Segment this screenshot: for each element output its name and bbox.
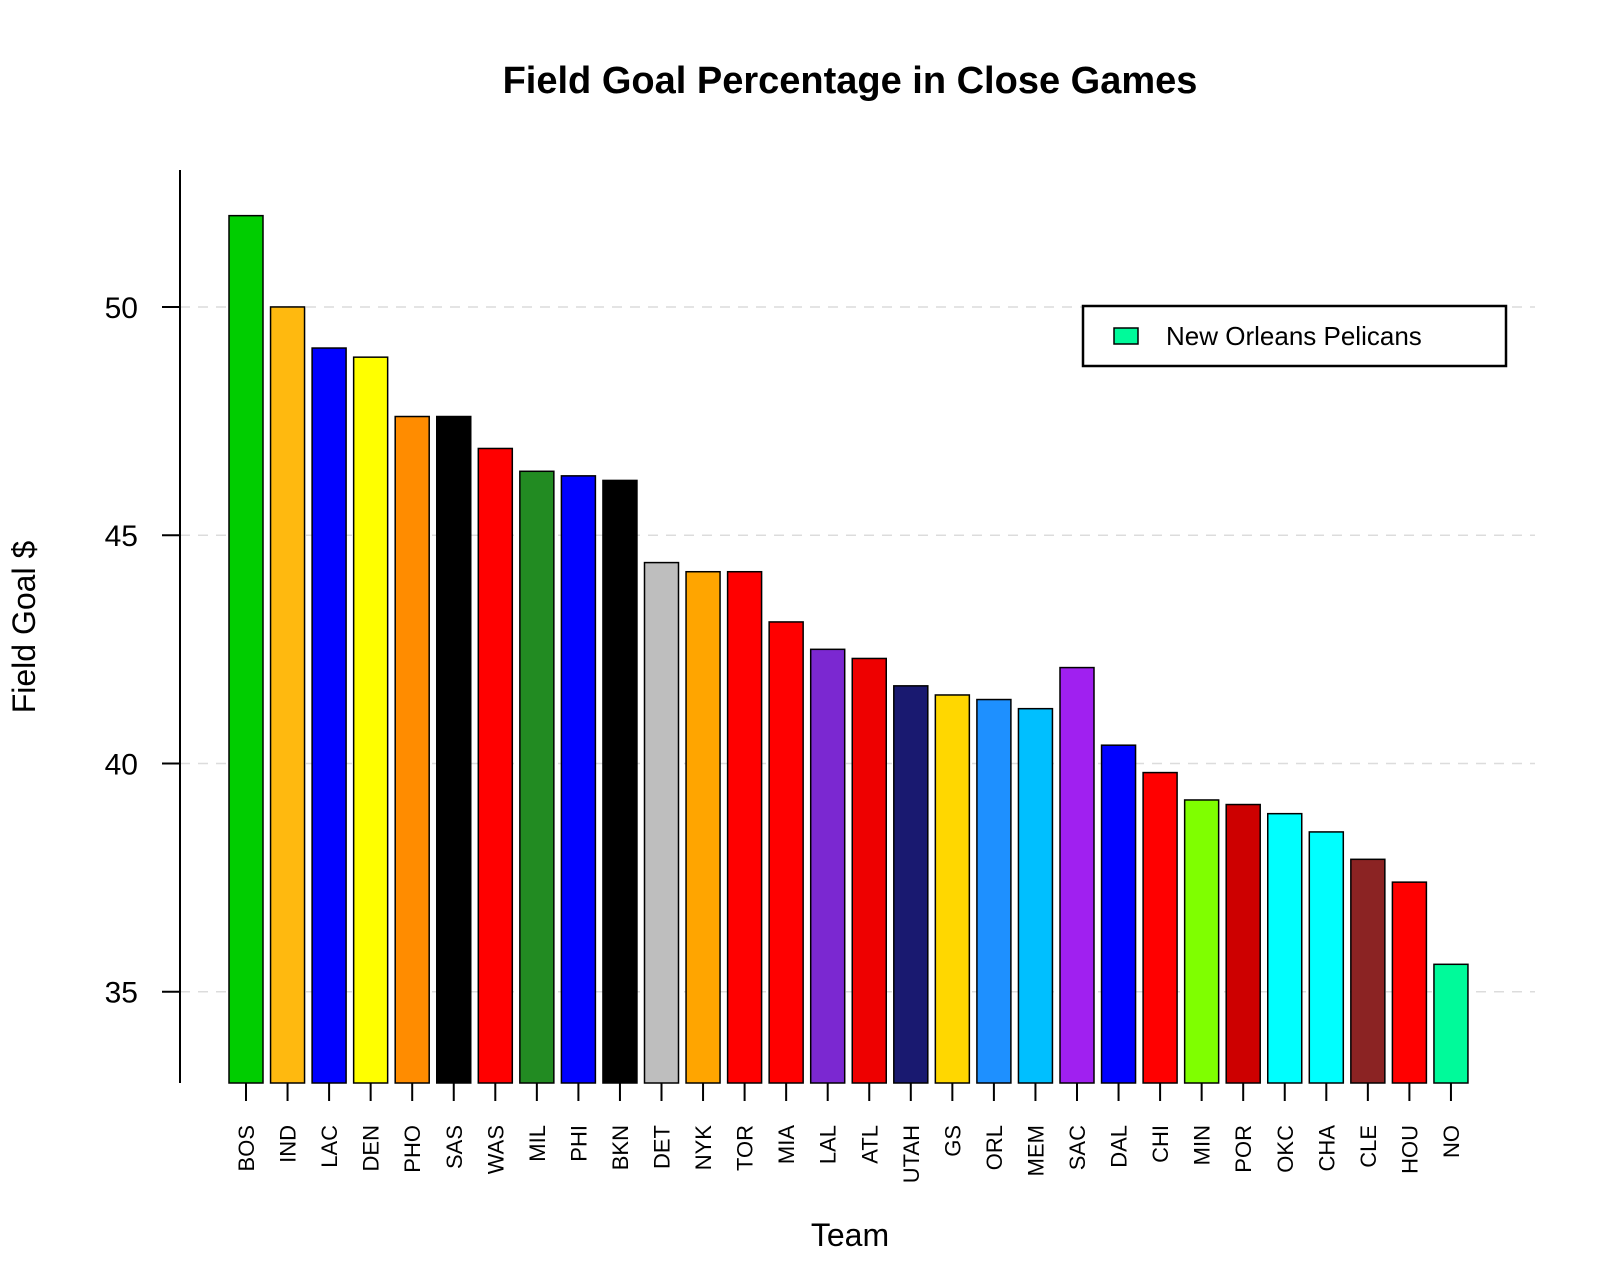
bar-atl — [851, 657, 887, 1084]
bar-bkn — [602, 479, 638, 1084]
bar-was — [477, 447, 514, 1084]
bar-pho — [394, 415, 430, 1084]
x-tick-label: ORL — [982, 1125, 1007, 1170]
x-tick-label: DET — [650, 1125, 675, 1169]
bar-cha — [1308, 831, 1345, 1084]
x-tick-label: PHO — [400, 1125, 425, 1173]
x-tick-label: LAC — [317, 1125, 342, 1168]
bar-lac — [311, 347, 347, 1084]
x-tick-label: NYK — [691, 1125, 716, 1171]
x-tick-label: WAS — [483, 1125, 508, 1174]
x-tick-label: MEM — [1023, 1125, 1048, 1176]
bar-det — [643, 561, 680, 1084]
bar-nyk — [685, 570, 721, 1084]
legend-swatch — [1113, 327, 1139, 345]
legend-label: New Orleans Pelicans — [1166, 321, 1422, 351]
y-tick-label: 40 — [105, 748, 138, 781]
bar-ind — [269, 306, 306, 1084]
y-tick-label: 35 — [105, 977, 138, 1010]
x-tick-label: PHI — [566, 1125, 591, 1162]
x-tick-label: MIA — [774, 1125, 799, 1164]
x-tick-label: NO — [1439, 1125, 1464, 1158]
y-tick-label: 45 — [105, 520, 138, 553]
x-tick-label: POR — [1231, 1125, 1256, 1173]
chart-title: Field Goal Percentage in Close Games — [503, 60, 1198, 102]
bar-okc — [1267, 812, 1303, 1084]
y-axis-label: Field Goal $ — [6, 541, 42, 714]
x-tick-label: MIL — [525, 1125, 550, 1162]
bar-hou — [1391, 881, 1428, 1084]
x-tick-label: BKN — [608, 1125, 633, 1170]
x-axis-label: Team — [811, 1217, 889, 1253]
bar-mia — [768, 621, 804, 1084]
x-tick-label: OKC — [1273, 1125, 1298, 1173]
bar-sac — [1059, 666, 1095, 1084]
x-tick-label: MIN — [1190, 1125, 1215, 1165]
x-tick-label: GS — [940, 1125, 965, 1157]
bar-den — [352, 356, 389, 1084]
x-tick-label: CHI — [1148, 1125, 1173, 1163]
x-tick-label: DEN — [359, 1125, 384, 1171]
x-tick-label: BOS — [234, 1125, 259, 1171]
axes: 35 40 45 50 BOS IND LAC DEN PHO SAS WAS MIL PHI BKN DE… — [105, 170, 1464, 1183]
bar-orl — [976, 698, 1012, 1084]
bar-sas — [436, 415, 472, 1084]
bar-chi — [1142, 771, 1178, 1084]
x-tick-label: HOU — [1397, 1125, 1422, 1174]
x-tick-label: UTAH — [899, 1125, 924, 1183]
y-tick-label: 50 — [105, 292, 138, 325]
bar-gs — [934, 694, 971, 1084]
bar-no — [1433, 963, 1469, 1084]
bar-min — [1183, 799, 1220, 1084]
bar-dal — [1100, 744, 1137, 1084]
bar-tor — [726, 570, 763, 1084]
x-tick-label: IND — [276, 1125, 301, 1163]
x-tick-label: TOR — [733, 1125, 758, 1171]
x-tick-label: LAL — [816, 1125, 841, 1164]
bar-utah — [893, 685, 929, 1084]
legend: New Orleans Pelicans — [1081, 304, 1508, 368]
legend-box — [1081, 304, 1508, 368]
x-tick-label: SAC — [1065, 1125, 1090, 1170]
bar-mem — [1017, 707, 1054, 1084]
bar-phi — [560, 475, 597, 1084]
bar-por — [1225, 803, 1261, 1084]
x-tick-label: CHA — [1314, 1125, 1339, 1172]
x-tick-label: SAS — [442, 1125, 467, 1169]
x-tick-label: ATL — [857, 1125, 882, 1164]
bar-mil — [519, 470, 555, 1084]
bar-bos — [228, 214, 264, 1084]
bar-cle — [1350, 858, 1386, 1084]
bar-lal — [809, 648, 846, 1084]
x-tick-label: DAL — [1107, 1125, 1132, 1168]
x-tick-label: CLE — [1356, 1125, 1381, 1168]
